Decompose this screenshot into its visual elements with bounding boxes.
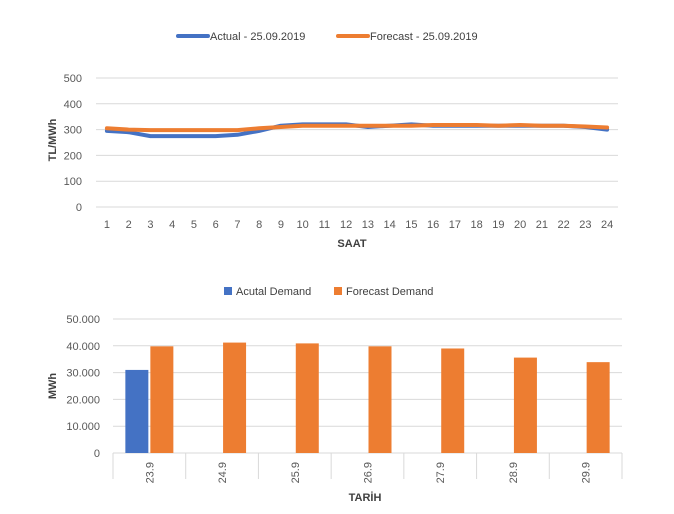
bar-forecast-27.9: [441, 348, 465, 453]
line-x-tick-9: 9: [278, 219, 284, 231]
line-y-tick-400: 400: [64, 99, 82, 111]
bar-legend-swatch-1: [224, 287, 232, 295]
bar-x-tick-25.9: 25.9: [290, 462, 302, 483]
line-x-tick-4: 4: [169, 219, 175, 231]
line-x-tick-21: 21: [536, 219, 548, 231]
bar-x-tick-28.9: 28.9: [508, 462, 520, 483]
bar-legend-label-1: Acutal Demand: [236, 286, 311, 298]
line-x-tick-6: 6: [213, 219, 219, 231]
bar-actual-23.9: [125, 369, 149, 453]
line-y-tick-300: 300: [64, 125, 82, 137]
bar-y-tick-2: 20.000: [66, 394, 100, 406]
legend-label-2: Forecast - 25.09.2019: [370, 31, 478, 43]
line-x-tick-5: 5: [191, 219, 197, 231]
bar-x-tick-26.9: 26.9: [363, 462, 375, 483]
bar-legend-swatch-2: [334, 287, 342, 295]
bar-x-tick-29.9: 29.9: [581, 462, 593, 483]
bar-x-axis-title: TARİH: [349, 491, 382, 504]
line-y-tick-0: 0: [76, 202, 82, 214]
line-x-tick-3: 3: [147, 219, 153, 231]
line-y-tick-200: 200: [64, 150, 82, 162]
bar-forecast-25.9: [295, 343, 319, 453]
line-x-tick-8: 8: [256, 219, 262, 231]
bar-y-tick-4: 40.000: [66, 341, 100, 353]
bar-y-tick-1: 10.000: [66, 421, 100, 433]
line-x-tick-7: 7: [234, 219, 240, 231]
line-y-tick-500: 500: [64, 73, 82, 85]
line-x-tick-15: 15: [405, 219, 417, 231]
line-x-tick-22: 22: [558, 219, 570, 231]
bar-y-tick-0: 0: [94, 448, 100, 460]
bar-x-tick-27.9: 27.9: [435, 462, 447, 483]
line-x-tick-1: 1: [104, 219, 110, 231]
bar-x-tick-23.9: 23.9: [144, 462, 156, 483]
line-y-tick-100: 100: [64, 176, 82, 188]
line-x-axis-title: SAAT: [337, 238, 366, 250]
bar-forecast-26.9: [368, 346, 392, 453]
line-y-axis-title: TL/MWh: [47, 118, 59, 161]
bar-x-tick-24.9: 24.9: [217, 462, 229, 483]
line-x-tick-11: 11: [319, 219, 330, 231]
line-x-tick-12: 12: [340, 219, 352, 231]
line-x-tick-2: 2: [126, 219, 132, 231]
line-x-tick-20: 20: [514, 219, 526, 231]
bar-forecast-23.9: [150, 346, 174, 453]
bar-forecast-29.9: [586, 362, 610, 453]
bar-legend-label-2: Forecast Demand: [346, 286, 433, 298]
bar-forecast-28.9: [513, 357, 537, 453]
bar-y-tick-3: 30.000: [66, 368, 100, 380]
bar-forecast-24.9: [223, 342, 247, 453]
line-x-tick-23: 23: [579, 219, 591, 231]
bar-y-axis-title: MWh: [47, 373, 59, 400]
legend-label-1: Actual - 25.09.2019: [210, 31, 305, 43]
bar-y-tick-5: 50.000: [66, 314, 100, 326]
line-x-tick-10: 10: [297, 219, 309, 231]
line-x-tick-18: 18: [471, 219, 483, 231]
line-x-tick-13: 13: [362, 219, 374, 231]
line-x-tick-19: 19: [492, 219, 504, 231]
line-x-tick-14: 14: [384, 219, 396, 231]
line-x-tick-24: 24: [601, 219, 613, 231]
line-x-tick-17: 17: [449, 219, 461, 231]
line-series-2: [104, 123, 610, 133]
line-x-tick-16: 16: [427, 219, 439, 231]
